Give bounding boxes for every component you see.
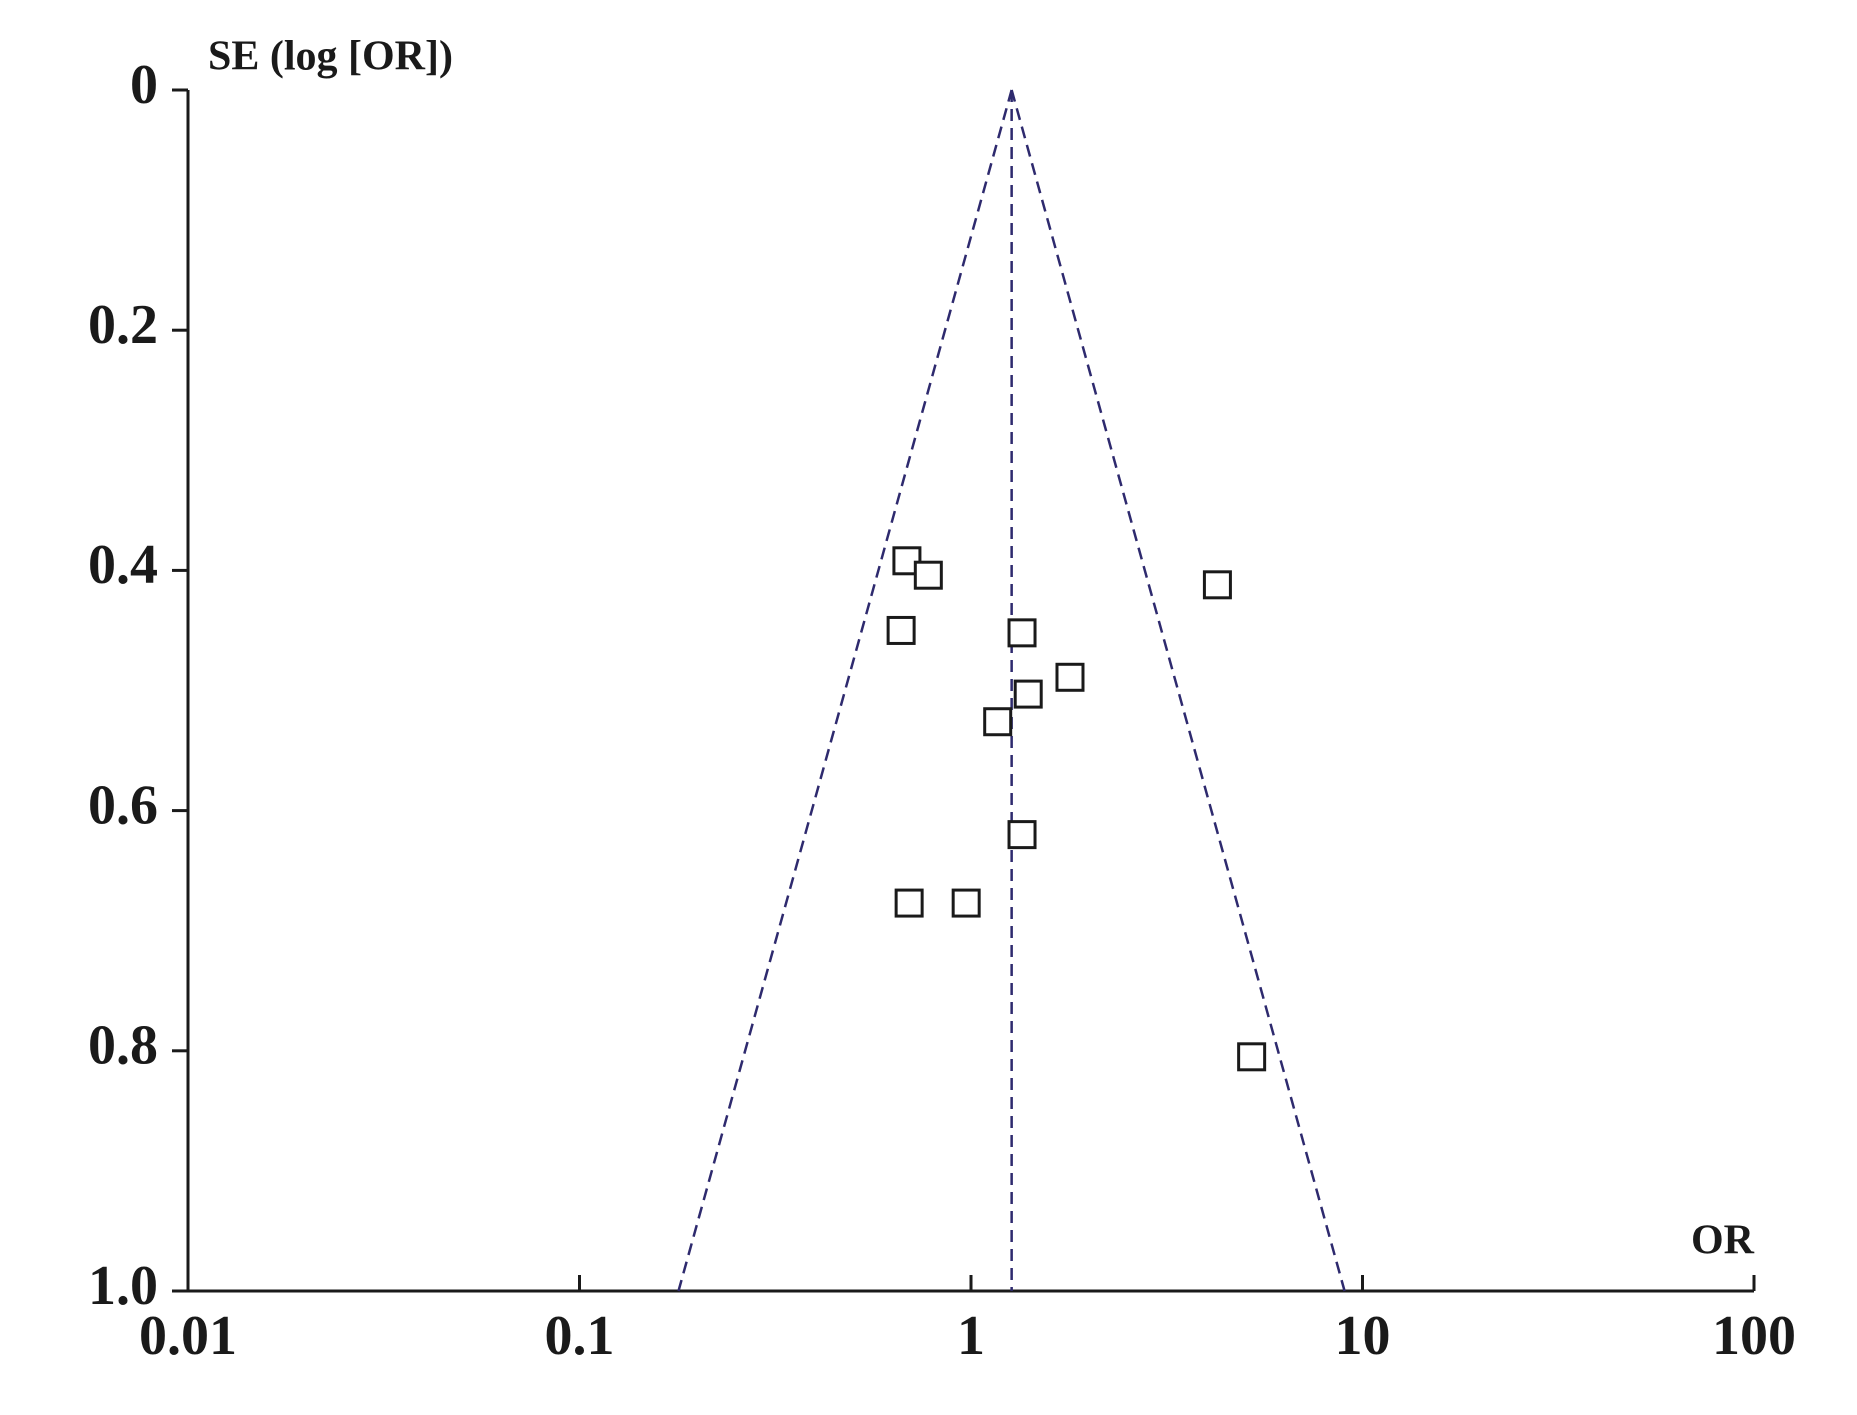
x-tick-label: 0.1 [545,1305,615,1367]
point [951,888,981,918]
y-axis-title: SE (log [OR]) [208,34,453,80]
y-tick-label: 1.0 [88,1255,158,1317]
funnel-line [677,89,1013,1292]
point [894,888,924,918]
point [1237,1042,1267,1072]
point [1007,618,1037,648]
x-tick-label: 0.01 [139,1305,237,1367]
point [1055,662,1085,692]
point [886,615,916,645]
x-tick-label: 100 [1712,1305,1796,1367]
point [913,560,943,590]
x-tick-label: 1 [957,1305,985,1367]
point [1013,679,1043,709]
point [983,707,1013,737]
y-tick-label: 0.2 [88,294,158,356]
x-axis-title: OR [1691,1218,1755,1264]
point [1202,570,1232,600]
point [1007,820,1037,850]
x-tick-label: 10 [1335,1305,1391,1367]
y-tick-label: 0.8 [88,1015,158,1077]
y-tick-label: 0.4 [88,534,158,596]
y-tick-label: 0.6 [88,774,158,836]
y-tick-label: 0 [130,54,158,116]
